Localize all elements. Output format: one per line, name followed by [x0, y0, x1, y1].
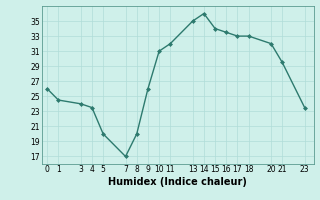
X-axis label: Humidex (Indice chaleur): Humidex (Indice chaleur)	[108, 177, 247, 187]
